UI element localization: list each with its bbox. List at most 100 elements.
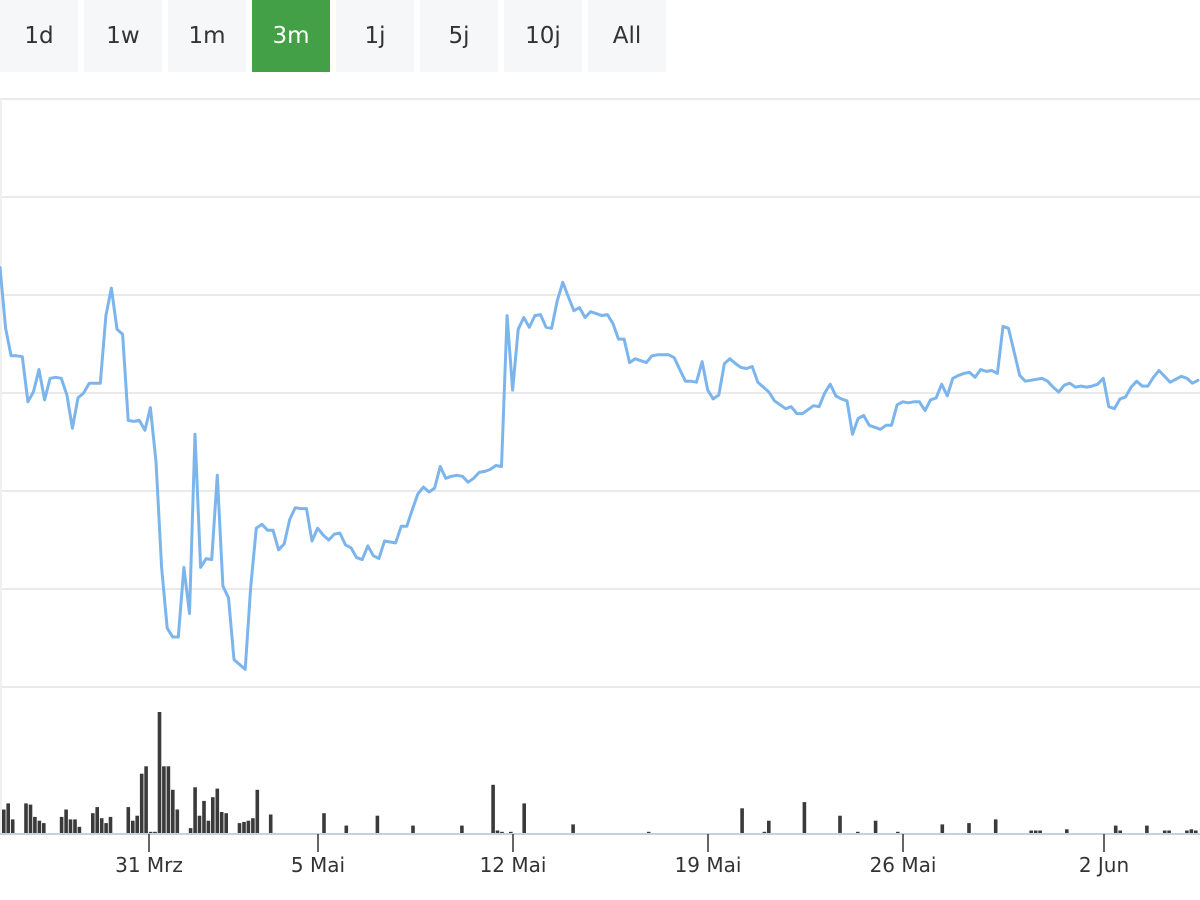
volume-bar: [37, 820, 42, 833]
volume-bar: [59, 816, 64, 833]
x-tick-label: 2 Jun: [1079, 853, 1129, 877]
volume-bar: [460, 825, 464, 833]
volume-bar: [255, 789, 260, 833]
volume-bar: [967, 823, 971, 833]
volume-bar: [495, 830, 500, 833]
volume-bars: [2, 712, 1198, 833]
volume-bar: [251, 818, 255, 833]
volume-bar: [28, 804, 33, 833]
volume-bar: [1162, 830, 1167, 833]
range-tab-5j[interactable]: 5j: [420, 0, 498, 72]
volume-bar: [940, 824, 945, 833]
volume-bar: [500, 831, 504, 833]
volume-bar: [153, 831, 157, 833]
volume-bar: [104, 823, 108, 833]
volume-bar: [202, 800, 206, 833]
volume-bar: [224, 813, 228, 833]
volume-bar: [148, 831, 153, 833]
volume-bar: [237, 823, 242, 833]
volume-bar: [1185, 830, 1189, 833]
volume-bar: [411, 825, 415, 833]
volume-bar: [322, 813, 326, 833]
x-axis: 31 Mrz 5 Mai 12 Mai 19 Mai 26 Mai 2 Jun: [0, 833, 1200, 877]
volume-bar: [157, 712, 162, 833]
volume-bar: [24, 803, 28, 833]
volume-bar: [856, 831, 860, 833]
volume-bar: [246, 820, 251, 833]
volume-bar: [767, 820, 771, 833]
volume-bar: [99, 818, 104, 833]
volume-bar: [91, 813, 95, 833]
volume-bar: [896, 831, 900, 833]
x-tick-label: 5 Mai: [291, 853, 345, 877]
range-tab-1j[interactable]: 1j: [336, 0, 414, 72]
x-tick-label: 31 Mrz: [115, 853, 183, 877]
volume-bar: [646, 831, 651, 833]
volume-bar: [1033, 830, 1038, 833]
volume-bar: [873, 820, 878, 833]
volume-bar: [2, 809, 6, 833]
volume-bar: [10, 819, 15, 833]
range-tab-10j[interactable]: 10j: [504, 0, 582, 72]
volume-bar: [139, 773, 144, 833]
volume-bar: [162, 766, 166, 833]
volume-bar: [144, 766, 148, 833]
volume-bar: [1029, 830, 1033, 833]
volume-bar: [491, 784, 495, 833]
price-series: [0, 266, 1200, 671]
volume-bar: [1065, 829, 1069, 833]
volume-bar: [1194, 830, 1198, 833]
volume-bar: [219, 812, 224, 833]
x-tick-label: 19 Mai: [675, 853, 742, 877]
volume-bar: [95, 807, 99, 833]
volume-bar: [1038, 830, 1042, 833]
volume-bar: [1113, 825, 1118, 833]
volume-bar: [242, 821, 246, 833]
volume-bar: [77, 826, 82, 833]
volume-bar: [375, 815, 380, 833]
volume-bar: [193, 787, 197, 833]
volume-bar: [108, 816, 113, 833]
volume-bar: [126, 807, 131, 833]
volume-bar: [131, 820, 135, 833]
volume-bar: [171, 789, 175, 833]
volume-bar: [206, 820, 211, 833]
volume-bar: [215, 788, 220, 833]
volume-bar: [197, 815, 202, 833]
x-tick-label: 26 Mai: [870, 853, 937, 877]
volume-bar: [42, 823, 46, 833]
price-line: [0, 266, 1200, 671]
x-tick-label: 12 Mai: [480, 853, 547, 877]
volume-bar: [1167, 830, 1171, 833]
volume-bar: [68, 819, 73, 833]
chart-grid: [0, 98, 1200, 833]
range-tab-1w[interactable]: 1w: [84, 0, 162, 72]
volume-bar: [571, 824, 575, 833]
volume-bar: [740, 808, 744, 833]
volume-bar: [268, 814, 273, 833]
volume-bar: [522, 803, 526, 833]
volume-bar: [175, 809, 180, 833]
volume-bar: [188, 828, 193, 833]
volume-bar: [802, 802, 807, 833]
range-tab-1d[interactable]: 1d: [0, 0, 78, 72]
volume-bar: [6, 803, 10, 833]
volume-bar: [344, 825, 349, 833]
volume-bar: [1118, 830, 1122, 833]
volume-bar: [211, 797, 215, 833]
volume-bar: [1189, 829, 1194, 833]
volume-bar: [135, 815, 139, 833]
volume-bar: [166, 766, 171, 833]
range-tab-all[interactable]: All: [588, 0, 666, 72]
volume-bar: [509, 831, 513, 833]
volume-bar: [993, 819, 998, 833]
range-tab-3m[interactable]: 3m: [252, 0, 330, 72]
volume-bar: [1145, 825, 1149, 833]
volume-bar: [762, 831, 767, 833]
volume-bar: [33, 816, 37, 833]
range-tab-1m[interactable]: 1m: [168, 0, 246, 72]
volume-bar: [73, 819, 77, 833]
volume-bar: [64, 809, 68, 833]
volume-bar: [838, 815, 842, 833]
